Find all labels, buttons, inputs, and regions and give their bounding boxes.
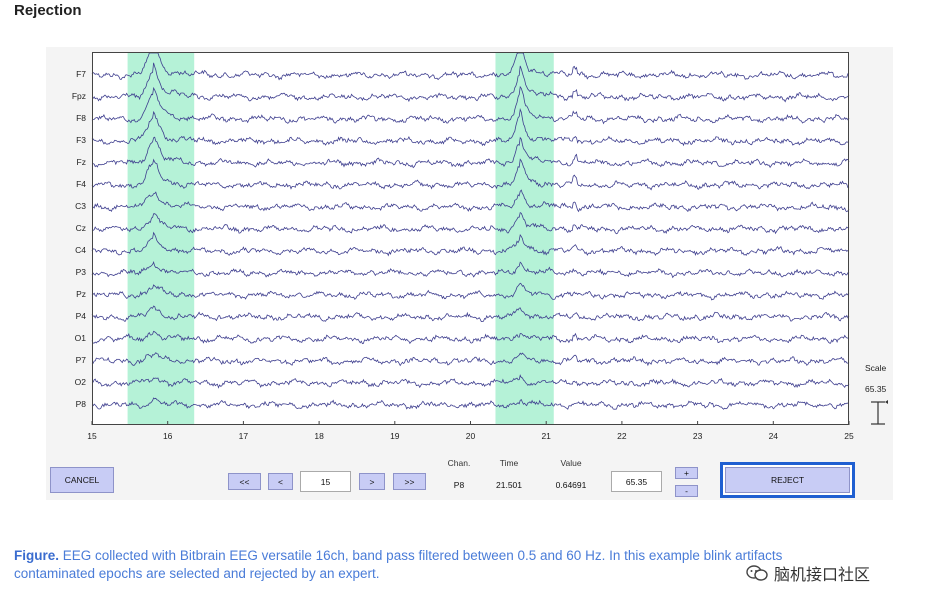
- scale-value: 65.35: [865, 384, 887, 394]
- scale-input[interactable]: 65.35: [611, 471, 662, 492]
- channel-label-p7: P7: [75, 355, 86, 365]
- channel-label-fpz: Fpz: [71, 91, 86, 101]
- watermark-text: 脑机接口社区: [774, 567, 871, 584]
- scale-title: Scale: [865, 363, 887, 373]
- reject-button-focus-ring: REJECT: [720, 462, 855, 498]
- selected-epoch-band-2[interactable]: [495, 53, 554, 424]
- last-epoch-button[interactable]: >>: [393, 473, 426, 490]
- value-header: Value: [560, 458, 582, 468]
- eeg-trace-pz: [91, 282, 850, 301]
- eeg-trace-o1: [91, 330, 850, 345]
- eeg-trace-c3: [91, 189, 850, 213]
- chan-header: Chan.: [447, 458, 471, 468]
- caption-bold: Figure.: [14, 548, 60, 563]
- channel-label-f3: F3: [76, 135, 86, 145]
- first-epoch-button[interactable]: <<: [228, 473, 261, 490]
- eeg-trace-p8: [91, 397, 850, 410]
- x-tick-label: 21: [541, 431, 551, 441]
- cancel-button[interactable]: CANCEL: [50, 467, 114, 493]
- scale-down-button[interactable]: -: [675, 485, 698, 497]
- eeg-trace-fz: [92, 136, 850, 169]
- x-tick-label: 22: [617, 431, 627, 441]
- eeg-trace-f8: [91, 85, 850, 125]
- eeg-plot-area[interactable]: [92, 52, 849, 425]
- x-tick-label: 18: [314, 431, 324, 441]
- channel-label-p4: P4: [75, 311, 86, 321]
- plot-border: [92, 52, 849, 425]
- eeg-trace-cz: [91, 211, 850, 235]
- x-tick-label: 20: [465, 431, 476, 441]
- eeg-trace-f3: [91, 108, 850, 147]
- eeg-trace-p7: [91, 352, 850, 367]
- scale-up-button[interactable]: +: [675, 467, 698, 479]
- x-tick-label: 17: [238, 431, 249, 441]
- selected-epoch-band-1[interactable]: [127, 53, 195, 424]
- x-tick-label: 15: [87, 431, 97, 441]
- eeg-trace-p3: [91, 261, 850, 279]
- time-header: Time: [499, 458, 519, 468]
- eeg-trace-p4: [91, 305, 850, 322]
- x-tick-label: 25: [844, 431, 854, 441]
- time-value: 21.501: [496, 480, 522, 490]
- eeg-trace-o2: [91, 374, 850, 389]
- wechat-icon: [746, 565, 768, 581]
- channel-label-o1: O1: [74, 333, 86, 343]
- caption-text: EEG collected with Bitbrain EEG versatil…: [14, 548, 783, 581]
- channel-label-fz: Fz: [76, 157, 86, 167]
- reject-button[interactable]: REJECT: [725, 467, 850, 493]
- eeg-trace-c4: [91, 231, 849, 257]
- channel-label-p8: P8: [75, 399, 86, 409]
- next-epoch-button[interactable]: >: [359, 473, 385, 490]
- scale-bar-icon: [871, 400, 888, 425]
- channel-label-pz: Pz: [76, 289, 86, 299]
- channel-label-f8: F8: [76, 113, 86, 123]
- x-tick-label: 24: [768, 431, 779, 441]
- channel-label-f7: F7: [76, 69, 86, 79]
- x-tick-label: 19: [390, 431, 400, 441]
- channel-label-cz: Cz: [75, 223, 86, 233]
- figure-caption: Figure. EEG collected with Bitbrain EEG …: [14, 547, 854, 583]
- channel-label-p3: P3: [75, 267, 86, 277]
- prev-epoch-button[interactable]: <: [268, 473, 293, 490]
- channel-label-o2: O2: [74, 377, 86, 387]
- eeg-trace-f4: [91, 158, 850, 191]
- eeg-trace-f7: [91, 52, 850, 81]
- epoch-input[interactable]: 15: [300, 471, 351, 492]
- page-heading: Rejection: [14, 2, 82, 19]
- channel-label-f4: F4: [76, 179, 86, 189]
- x-tick-label: 16: [162, 431, 173, 441]
- chan-value: P8: [453, 480, 465, 490]
- watermark: 脑机接口社区: [742, 560, 875, 586]
- eeg-trace-fpz: [91, 62, 850, 103]
- channel-label-c3: C3: [75, 201, 86, 211]
- channel-label-c4: C4: [75, 245, 86, 255]
- value-value: 0.64691: [555, 480, 587, 490]
- x-tick-label: 23: [692, 431, 703, 441]
